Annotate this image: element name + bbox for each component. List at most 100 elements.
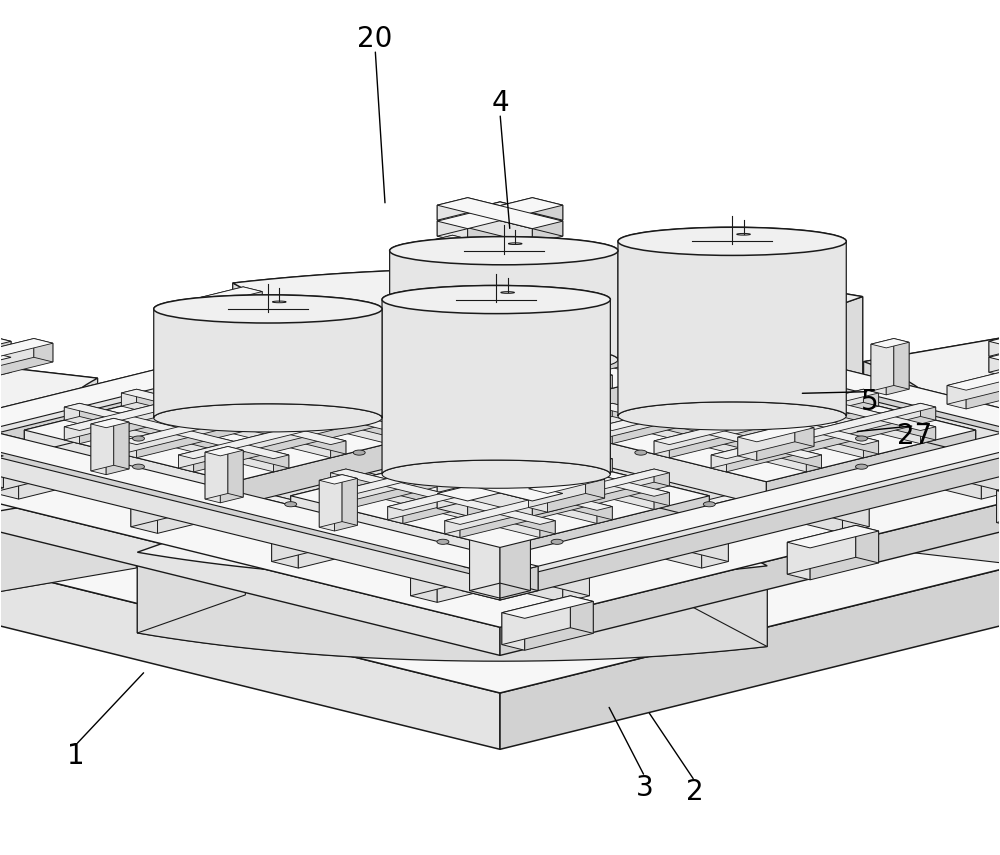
Polygon shape: [0, 477, 500, 656]
Polygon shape: [500, 388, 557, 439]
Polygon shape: [388, 323, 612, 379]
Polygon shape: [947, 371, 1000, 404]
Polygon shape: [654, 389, 863, 454]
Polygon shape: [445, 469, 669, 524]
Polygon shape: [131, 363, 728, 510]
Polygon shape: [502, 596, 570, 645]
Polygon shape: [966, 376, 1000, 409]
Polygon shape: [331, 338, 346, 355]
Polygon shape: [0, 451, 3, 473]
Polygon shape: [334, 479, 357, 531]
Polygon shape: [437, 198, 563, 228]
Polygon shape: [411, 433, 1000, 580]
Polygon shape: [643, 282, 666, 335]
Polygon shape: [331, 389, 346, 406]
Polygon shape: [0, 451, 3, 488]
Polygon shape: [500, 475, 530, 591]
Polygon shape: [470, 209, 500, 326]
Polygon shape: [597, 375, 806, 440]
Polygon shape: [557, 430, 766, 506]
Polygon shape: [711, 375, 726, 392]
Polygon shape: [0, 470, 19, 499]
Polygon shape: [272, 363, 869, 510]
Polygon shape: [114, 418, 129, 469]
Polygon shape: [702, 539, 728, 568]
Polygon shape: [178, 375, 403, 431]
Polygon shape: [0, 327, 500, 505]
Polygon shape: [711, 404, 936, 458]
Polygon shape: [597, 323, 612, 340]
Polygon shape: [810, 531, 879, 580]
Polygon shape: [234, 379, 443, 455]
Polygon shape: [989, 333, 1000, 365]
Polygon shape: [0, 294, 538, 464]
Polygon shape: [291, 444, 709, 547]
Ellipse shape: [635, 450, 647, 455]
Polygon shape: [0, 439, 136, 595]
Polygon shape: [532, 198, 563, 221]
Polygon shape: [24, 430, 234, 506]
Polygon shape: [947, 371, 1000, 390]
Polygon shape: [757, 428, 814, 461]
Polygon shape: [331, 338, 555, 393]
Polygon shape: [121, 389, 137, 406]
Polygon shape: [0, 421, 538, 575]
Polygon shape: [445, 441, 669, 496]
Polygon shape: [654, 389, 879, 445]
Polygon shape: [445, 389, 460, 406]
Polygon shape: [388, 327, 597, 392]
Polygon shape: [0, 333, 11, 365]
Ellipse shape: [618, 227, 846, 256]
Polygon shape: [121, 393, 331, 457]
Polygon shape: [154, 295, 382, 418]
Polygon shape: [0, 421, 538, 591]
Polygon shape: [470, 475, 500, 591]
Polygon shape: [500, 477, 1000, 656]
Polygon shape: [0, 439, 563, 603]
Polygon shape: [194, 407, 403, 472]
Polygon shape: [178, 404, 403, 458]
Polygon shape: [757, 310, 795, 320]
Polygon shape: [388, 455, 612, 510]
Polygon shape: [312, 315, 755, 416]
Polygon shape: [757, 310, 780, 363]
Polygon shape: [500, 430, 1000, 600]
Polygon shape: [525, 601, 593, 651]
Polygon shape: [331, 310, 555, 365]
Ellipse shape: [285, 502, 297, 507]
Polygon shape: [445, 338, 654, 403]
Polygon shape: [540, 441, 555, 457]
Ellipse shape: [508, 243, 522, 245]
Polygon shape: [500, 383, 557, 416]
Polygon shape: [64, 407, 274, 472]
Polygon shape: [947, 386, 966, 409]
Polygon shape: [540, 310, 555, 327]
Polygon shape: [443, 388, 557, 416]
Polygon shape: [0, 487, 136, 595]
Polygon shape: [403, 327, 612, 392]
Ellipse shape: [133, 464, 144, 469]
Polygon shape: [654, 469, 669, 486]
Polygon shape: [597, 375, 612, 392]
Polygon shape: [403, 458, 612, 523]
Polygon shape: [205, 446, 228, 499]
Polygon shape: [500, 444, 709, 520]
Polygon shape: [403, 323, 612, 388]
Polygon shape: [0, 358, 98, 459]
Polygon shape: [437, 493, 468, 516]
Polygon shape: [462, 285, 500, 318]
Polygon shape: [445, 441, 460, 457]
Polygon shape: [64, 404, 80, 420]
Polygon shape: [532, 470, 563, 492]
Polygon shape: [388, 375, 403, 392]
Polygon shape: [0, 430, 500, 600]
Polygon shape: [711, 379, 920, 444]
Polygon shape: [331, 441, 540, 505]
Polygon shape: [0, 317, 500, 562]
Polygon shape: [757, 316, 772, 367]
Polygon shape: [272, 370, 842, 534]
Polygon shape: [871, 345, 886, 395]
Polygon shape: [137, 389, 346, 454]
Polygon shape: [470, 202, 500, 318]
Polygon shape: [787, 542, 810, 580]
